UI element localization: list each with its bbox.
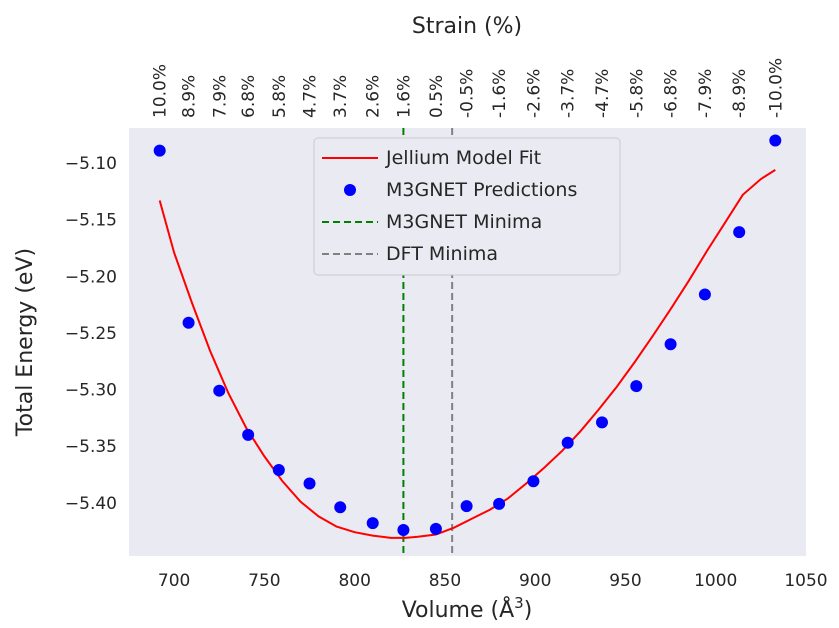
strain-tick-label: 5.8% (270, 75, 290, 118)
data-point (272, 463, 285, 476)
x-tick-label: 750 (248, 571, 280, 591)
legend-label: DFT Minima (386, 243, 498, 265)
data-point (153, 144, 166, 157)
x-tick-label: 1050 (784, 571, 827, 591)
data-point (397, 523, 410, 536)
y-tick-label: −5.35 (65, 437, 117, 457)
strain-tick-label: -6.8% (662, 69, 682, 118)
legend-label: M3GNET Predictions (386, 179, 577, 201)
strain-tick-label: 7.9% (210, 75, 230, 118)
top-axis-label: Strain (%) (412, 14, 522, 39)
strain-tick-label: -4.7% (593, 69, 613, 118)
data-point (630, 380, 643, 393)
strain-tick-label: 1.6% (394, 75, 414, 118)
strain-tick-label: 6.8% (239, 75, 259, 118)
series-layer (153, 128, 782, 556)
strain-tick-label: -5.8% (627, 69, 647, 118)
x-axis-label-close: ) (524, 598, 533, 623)
legend-box (313, 137, 621, 276)
data-point (493, 497, 506, 510)
legend: Jellium Model Fit M3GNET Predictions M3GNE… (313, 137, 621, 276)
y-tick-label: −5.10 (65, 154, 117, 174)
data-point (769, 134, 782, 147)
strain-tick-label: 2.6% (364, 75, 384, 118)
strain-tick-label: 4.7% (301, 75, 321, 118)
data-point (561, 436, 574, 449)
y-tick-label: −5.30 (65, 381, 117, 401)
x-tick-label: 800 (338, 571, 370, 591)
data-point (366, 517, 379, 530)
x-tick-label: 700 (158, 571, 190, 591)
x-tick-label: 1000 (694, 571, 737, 591)
x-tick-label: 950 (609, 571, 641, 591)
x-axis-label-main: Volume (Å (402, 596, 514, 623)
x-axis-label: Volume (Å3) (402, 594, 533, 623)
data-point (460, 500, 473, 513)
strain-tick-label: -0.5% (458, 69, 478, 118)
data-point (733, 226, 746, 239)
fit-line (158, 169, 776, 539)
data-point (334, 501, 347, 514)
strain-tick-label: -10.0% (766, 58, 786, 118)
data-point (429, 522, 442, 535)
strain-tick-label: -7.9% (696, 69, 716, 118)
data-point (213, 384, 226, 397)
axes-layer: 700 750 800 850 900 950 1000 1050 −5.10 −5.15 −5.2… (65, 58, 828, 591)
x-tick-label: 900 (519, 571, 551, 591)
data-point (242, 428, 255, 441)
strain-tick-label: 0.5% (427, 75, 447, 118)
y-tick-label: −5.40 (65, 494, 117, 514)
legend-label: M3GNET Minima (386, 211, 542, 233)
strain-tick-label: 10.0% (151, 64, 171, 118)
x-tick-label: 850 (429, 571, 461, 591)
data-point (595, 416, 608, 429)
y-tick-label: −5.25 (65, 324, 117, 344)
y-axis-label: Total Energy (eV) (13, 248, 38, 437)
data-point (182, 316, 195, 329)
data-point (664, 338, 677, 351)
strain-tick-label: -3.7% (559, 69, 579, 118)
strain-tick-label: -8.9% (730, 69, 750, 118)
data-point (303, 477, 316, 490)
y-tick-label: −5.15 (65, 211, 117, 231)
data-point (698, 288, 711, 301)
x-axis-label-superscript: 3 (514, 594, 524, 612)
strain-tick-label: -1.6% (490, 69, 510, 118)
data-point (527, 475, 540, 488)
strain-tick-label: -2.6% (524, 69, 544, 118)
strain-tick-label: 8.9% (180, 75, 200, 118)
legend-marker (344, 184, 356, 196)
legend-label: Jellium Model Fit (385, 147, 541, 169)
y-tick-label: −5.20 (65, 267, 117, 287)
strain-tick-label: 3.7% (331, 75, 351, 118)
